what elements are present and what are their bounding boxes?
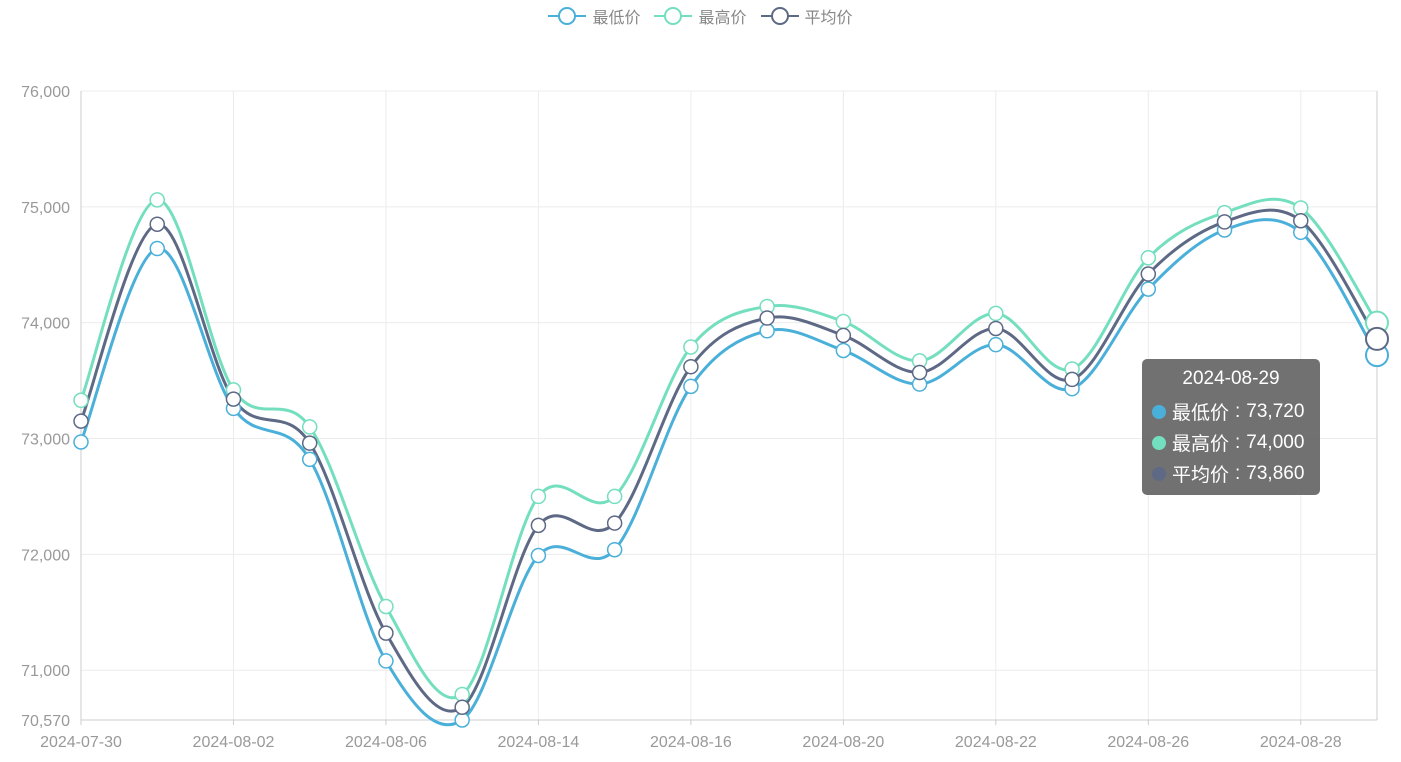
data-point-high — [1293, 200, 1309, 216]
data-point-high — [301, 419, 318, 435]
legend-low-label: 最低价 — [592, 10, 641, 27]
data-point-low — [149, 240, 165, 257]
y-tick-label: 74,000 — [21, 316, 70, 333]
data-point-high — [1140, 250, 1157, 266]
data-point-low — [301, 451, 318, 468]
data-point-avg — [1064, 371, 1080, 388]
tooltip-label-low: 最低价 — [1172, 403, 1230, 424]
y-tick-label: 70,570 — [21, 713, 70, 730]
data-point-high — [149, 192, 165, 208]
data-point-avg — [301, 435, 318, 451]
data-point-low — [759, 323, 775, 339]
x-tick-label: 2024-08-16 — [650, 734, 732, 751]
tooltip-dot-high — [1152, 435, 1166, 450]
data-point-low — [1140, 281, 1157, 297]
data-points — [73, 192, 1389, 728]
data-point-avg — [911, 364, 928, 381]
data-point-avg — [683, 358, 699, 375]
x-tick-label: 2024-08-02 — [193, 734, 275, 751]
tooltip-dot-low — [1152, 404, 1166, 419]
data-point-avg — [225, 391, 242, 407]
x-tick-label: 2024-08-06 — [345, 734, 427, 751]
legend-item-avg[interactable]: 平均价 — [760, 4, 853, 28]
x-tick-label: 2024-08-14 — [497, 734, 579, 751]
tooltip-value-low: 73,720 — [1246, 400, 1305, 422]
data-point-avg — [1216, 214, 1233, 230]
tooltip-row-avg: 平均价: 73,860 — [1152, 458, 1310, 489]
data-point-low — [530, 547, 547, 564]
data-point-low — [73, 434, 89, 450]
legend-high-label: 最高价 — [698, 10, 747, 27]
y-tick-label: 72,000 — [21, 547, 70, 564]
data-point-high — [835, 313, 852, 330]
data-point-avg — [606, 515, 623, 531]
data-point-low — [683, 378, 699, 395]
data-point-avg — [530, 517, 547, 534]
y-tick-label: 71,000 — [21, 663, 70, 680]
data-point-low — [454, 712, 470, 728]
data-point-avg — [454, 699, 470, 716]
legend-avg-label: 平均价 — [804, 10, 853, 27]
data-point-avg — [759, 310, 775, 326]
data-point-high — [988, 305, 1004, 322]
legend-high-icon — [654, 7, 693, 25]
y-tick-label: 75,000 — [21, 200, 70, 217]
tooltip-row-low: 最低价: 73,720 — [1152, 396, 1310, 427]
legend: 最低价 最高价 平均价 — [0, 4, 1401, 28]
data-point-high — [73, 392, 89, 409]
data-point-avg — [73, 413, 89, 429]
x-tick-label: 2024-07-30 — [40, 734, 122, 751]
legend-item-low[interactable]: 最低价 — [548, 4, 640, 28]
data-point-avg — [378, 625, 394, 641]
legend-low-icon — [548, 7, 587, 25]
series-line-avg — [79, 208, 1379, 713]
tooltip-label-high: 最高价 — [1172, 434, 1230, 455]
tooltip: 2024-08-29 最低价: 73,720 最高价: 74,000 平均价: … — [1142, 359, 1320, 495]
x-tick-label: 2024-08-28 — [1260, 734, 1342, 751]
x-tick-label: 2024-08-22 — [955, 734, 1037, 751]
data-point-low — [606, 541, 623, 558]
series-line-high — [79, 197, 1379, 700]
y-tick-label: 76,000 — [21, 84, 70, 101]
legend-item-high[interactable]: 最高价 — [654, 4, 747, 28]
tooltip-row-high: 最高价: 74,000 — [1152, 427, 1310, 458]
data-point-low — [988, 336, 1004, 353]
x-tick-label: 2024-08-20 — [802, 734, 884, 751]
data-point-high — [530, 488, 547, 505]
data-point-high — [606, 488, 623, 505]
axes: 70,570 71,000 72,000 73,000 74,000 75,000 76,0… — [21, 84, 1378, 751]
y-tick-label: 73,000 — [21, 432, 70, 449]
data-point-high — [378, 598, 394, 615]
tooltip-label-avg: 平均价 — [1172, 465, 1230, 486]
data-point-avg — [1293, 212, 1309, 229]
data-point-low — [378, 653, 394, 669]
data-point-avg — [988, 320, 1004, 337]
legend-avg-icon — [760, 7, 799, 25]
data-point-low — [835, 342, 852, 359]
tooltip-dot-avg — [1152, 466, 1166, 481]
data-point-avg — [835, 327, 852, 344]
tooltip-value-avg: 73,860 — [1246, 462, 1305, 484]
data-point-avg — [1140, 266, 1157, 282]
data-point-high — [683, 339, 699, 355]
data-point-avg — [1365, 326, 1389, 351]
data-point-avg — [149, 216, 165, 232]
data-point-high — [454, 686, 470, 703]
tooltip-title: 2024-08-29 — [1182, 368, 1280, 389]
tooltip-value-high: 74,000 — [1246, 431, 1305, 453]
x-tick-label: 2024-08-26 — [1107, 734, 1189, 751]
